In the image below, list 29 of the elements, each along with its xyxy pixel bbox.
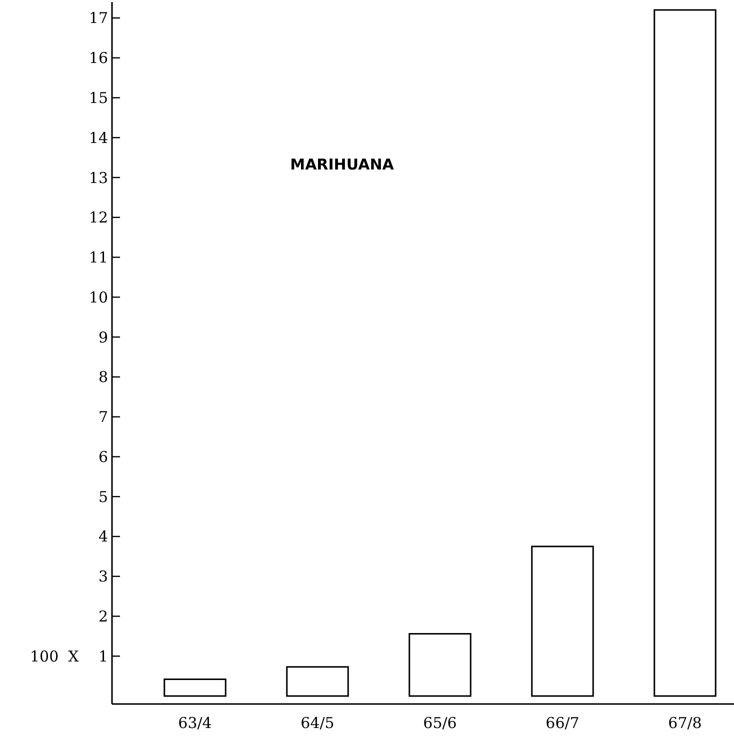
y-tick-label: 9	[98, 328, 108, 346]
bar	[654, 9, 716, 697]
y-axis-title: 100 X	[30, 647, 80, 666]
x-tick-label: 65/6	[423, 714, 457, 732]
bar	[286, 666, 349, 697]
y-tick-label: 13	[88, 168, 108, 187]
y-tick-label: 11	[88, 248, 108, 267]
y-tick-label: 7	[98, 408, 108, 426]
bar	[531, 546, 594, 697]
text: MARIHUANA	[290, 156, 394, 174]
y-tick-label: 5	[98, 488, 108, 506]
bar	[164, 678, 226, 697]
y-tick-label: 17	[88, 9, 108, 28]
x-tick-label: 66/7	[546, 714, 580, 732]
bar	[408, 633, 472, 697]
y-tick-label: 3	[98, 568, 108, 586]
y-tick-label: 2	[98, 608, 108, 626]
y-tick-label: 1	[98, 647, 108, 666]
y-tick-label: 6	[98, 448, 108, 466]
y-tick-label: 8	[98, 368, 108, 386]
y-tick-label: 15	[88, 88, 108, 107]
y-tick-label: 14	[88, 128, 108, 147]
y-tick-label: 16	[88, 49, 108, 68]
y-tick-label: 10	[88, 288, 108, 306]
x-tick-label: 64/5	[300, 714, 334, 732]
x-tick-label: 67/8	[668, 714, 702, 732]
y-tick-label: 12	[88, 208, 108, 227]
x-tick-label: 63/4	[178, 714, 212, 732]
y-tick-label: 4	[98, 528, 108, 546]
